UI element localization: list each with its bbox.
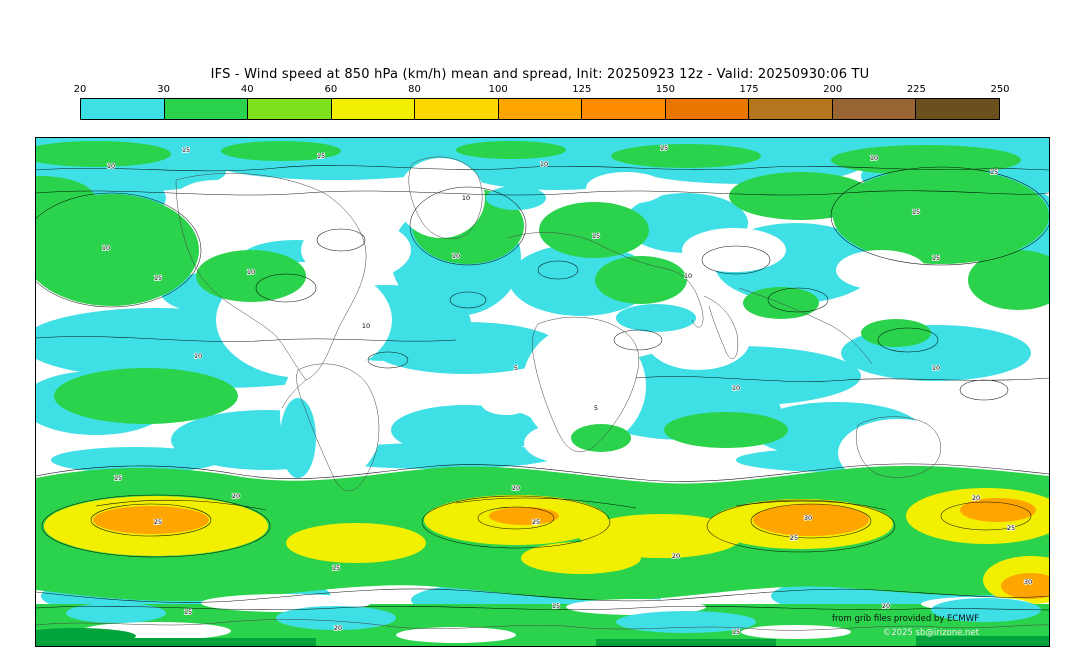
contour-label: 10 (540, 160, 548, 168)
colorbar-tick-label: 150 (655, 84, 675, 95)
contour-label: 20 (334, 624, 342, 632)
contour-label: 20 (972, 494, 980, 502)
antarctic-cyan-spots (66, 598, 1041, 633)
contour-label: 10 (102, 244, 110, 252)
contour-label: 15 (552, 602, 560, 610)
contour-label: 10 (194, 352, 202, 360)
colorbar-segment (665, 99, 750, 119)
contour-label: 15 (184, 608, 192, 616)
contour-label: 5 (594, 404, 598, 412)
colorbar-segment (81, 99, 165, 119)
contour-label: 10 (932, 364, 940, 372)
colorbar-segment (164, 99, 249, 119)
contour-label: 30 (1024, 578, 1032, 586)
contour-label: 20 (512, 484, 520, 492)
contour-label: 10 (452, 252, 460, 260)
colorbar-segment (248, 99, 332, 119)
colorbar-segment (832, 99, 917, 119)
contour-label: 25 (532, 518, 540, 526)
contour-label: 15 (182, 146, 190, 154)
contour-label: 15 (154, 274, 162, 282)
colorbar-tick-label: 250 (990, 84, 1010, 95)
colorbar-segment (415, 99, 499, 119)
contour-label: 10 (107, 162, 115, 170)
contour-label: 30 (804, 514, 812, 522)
contour-label: 20 (672, 552, 680, 560)
contour-label: 10 (870, 154, 878, 162)
wind-map-svg: 10 15 15 10 15 10 15 10 15 10 15 10 10 15 10 15 10 5 10 10 5… (36, 138, 1049, 646)
attribution-copyright: ©2025 sb@irizone.net (882, 628, 979, 638)
colorbar-tick-label: 40 (240, 84, 254, 95)
colorbar-tick-label: 175 (739, 84, 759, 95)
contour-labels-layer: 10 15 15 10 15 10 15 10 15 10 15 10 10 15 10 15 10 5 10 10 5… (101, 143, 1033, 636)
colorbar-ticks: 20 30 40 60 80 100 125 150 175 200 225 250 (74, 84, 1010, 98)
colorbar-tick-label: 225 (906, 84, 926, 95)
contour-label: 15 (912, 208, 920, 216)
contour-label: 15 (114, 474, 122, 482)
colorbar-tick-label: 80 (408, 84, 421, 95)
colorbar-tick-label: 100 (488, 84, 508, 95)
cyan-detail-layer (280, 186, 696, 478)
colorbar-legend: 20 30 40 60 80 100 125 150 175 200 225 250 (74, 84, 1010, 120)
antarctic-dark-green-strips (36, 628, 1049, 646)
colorbar (80, 98, 1000, 120)
colorbar-segment (498, 99, 583, 119)
contour-label: 20 (882, 602, 890, 610)
contour-label: 15 (332, 564, 340, 572)
contour-label: 20 (232, 492, 240, 500)
contour-label: 15 (732, 628, 740, 636)
contour-label: 15 (932, 254, 940, 262)
colorbar-segment (582, 99, 666, 119)
contour-label: 25 (790, 534, 798, 542)
colorbar-tick-label: 60 (324, 84, 338, 95)
colorbar-tick-label: 30 (157, 84, 170, 95)
contour-label: 15 (660, 144, 668, 152)
contour-label: 15 (592, 232, 600, 240)
contour-label: 10 (732, 384, 740, 392)
colorbar-segment (916, 99, 1000, 119)
contour-label: 10 (684, 272, 692, 280)
contour-label: 15 (990, 168, 998, 176)
contour-lines-layer (36, 165, 1049, 611)
attribution-source: from grib files provided by ECMWF (832, 614, 979, 624)
contour-label: 15 (317, 152, 325, 160)
colorbar-segment (331, 99, 416, 119)
chart-title: IFS - Wind speed at 850 hPa (km/h) mean … (210, 67, 870, 82)
contour-label: 5 (514, 364, 518, 372)
contour-label: 10 (462, 194, 470, 202)
contour-label: 25 (154, 518, 162, 526)
colorbar-tick-label: 200 (823, 84, 843, 95)
wind-map: 10 15 15 10 15 10 15 10 15 10 15 10 10 15 10 15 10 5 10 10 5… (35, 137, 1050, 647)
contour-label: 25 (1007, 524, 1015, 532)
colorbar-tick-label: 125 (572, 84, 592, 95)
colorbar-tick-label: 20 (73, 84, 87, 95)
contour-label: 10 (362, 322, 370, 330)
contour-label: 10 (247, 268, 255, 276)
orange-regions-layer (93, 498, 1049, 599)
colorbar-segment (749, 99, 833, 119)
